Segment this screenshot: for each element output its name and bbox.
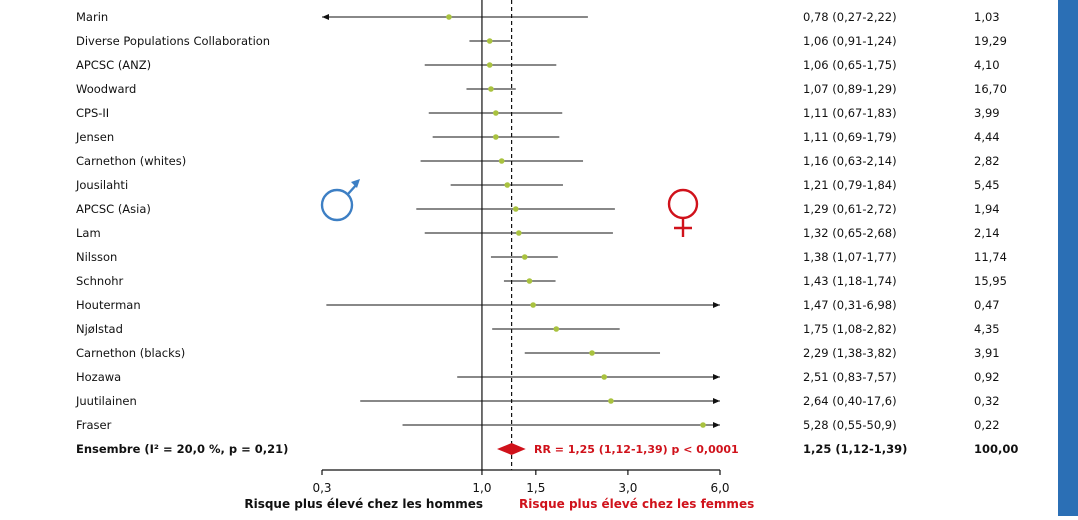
x-tick-label: 6,0 [710,481,729,495]
point-estimate [530,302,536,308]
weight-value: 5,45 [974,178,1000,192]
study-name: Jousilahti [75,178,128,192]
weight-value: 4,10 [974,58,1000,72]
study-name: Njølstad [76,322,123,336]
weight-value: 16,70 [974,82,1007,96]
weight-value: 3,91 [974,346,1000,360]
point-estimate [486,38,493,44]
rr-ci-value: 2,64 (0,40-17,6) [803,394,897,408]
weight-value: 3,99 [974,106,1000,120]
study-name: Juutilainen [75,394,137,408]
rr-ci-value: 2,51 (0,83-7,57) [803,370,897,384]
study-name: Woodward [76,82,136,96]
x-tick-label: 1,0 [472,481,491,495]
weight-value: 4,35 [974,322,1000,336]
study-name: Schnohr [76,274,124,288]
rr-ci-value: 1,43 (1,18-1,74) [803,274,897,288]
study-name: CPS-II [76,106,109,120]
rr-ci-value: 1,06 (0,91-1,24) [803,34,897,48]
study-name: Carnethon (whites) [76,154,186,168]
weight-value: 2,14 [974,226,1000,240]
male-symbol-icon [320,179,360,222]
right-edge-band [1058,0,1078,516]
rr-ci-value: 1,07 (0,89-1,29) [803,82,897,96]
study-name: APCSC (ANZ) [76,58,151,72]
point-estimate [493,134,499,140]
weight-value: 1,94 [974,202,1000,216]
summary-diamond [497,443,526,455]
ci-arrow-right [713,422,720,428]
point-estimate [488,86,494,92]
overall-annotation: RR = 1,25 (1,12-1,39) p < 0,0001 [534,443,739,456]
ci-arrow-right [713,374,720,380]
study-name: Hozawa [76,370,121,384]
rr-ci-value: 1,29 (0,61-2,72) [803,202,897,216]
xlabel-men: Risque plus élevé chez les hommes [244,497,483,511]
ci-arrow-left [322,14,329,20]
overall-weight: 100,00 [974,442,1018,456]
rr-ci-value: 1,06 (0,65-1,75) [803,58,897,72]
point-estimate [516,230,522,236]
ci-arrow-right [713,302,720,308]
point-estimate [521,254,528,260]
rr-ci-value: 1,75 (1,08-2,82) [803,322,897,336]
study-name: Marin [76,10,108,24]
xlabel-women: Risque plus élevé chez les femmes [519,497,754,511]
weight-value: 1,03 [974,10,1000,24]
study-name: Houterman [76,298,141,312]
study-name: Lam [76,226,101,240]
study-name: Nilsson [76,250,117,264]
point-estimate [504,182,511,188]
rr-ci-value: 1,21 (0,79-1,84) [803,178,897,192]
x-tick-label: 3,0 [618,481,637,495]
point-estimate [446,14,452,20]
x-tick-label: 1,5 [526,481,545,495]
weight-value: 2,82 [974,154,1000,168]
weight-value: 4,44 [974,130,1000,144]
point-estimate [486,62,493,68]
study-name: Diverse Populations Collaboration [76,34,270,48]
weight-value: 11,74 [974,250,1007,264]
overall-rr-ci: 1,25 (1,12-1,39) [803,442,907,456]
point-estimate [700,422,706,428]
female-symbol-icon [667,188,699,237]
point-estimate [553,326,560,332]
point-estimate [493,110,499,116]
weight-value: 0,32 [974,394,1000,408]
point-estimate [601,374,608,380]
rr-ci-value: 5,28 (0,55-50,9) [803,418,897,432]
rr-ci-value: 1,32 (0,65-2,68) [803,226,897,240]
weight-value: 15,95 [974,274,1007,288]
study-name: APCSC (Asia) [76,202,151,216]
study-name: Jensen [75,130,114,144]
weight-value: 0,47 [974,298,1000,312]
rr-ci-value: 0,78 (0,27-2,22) [803,10,897,24]
study-name: Carnethon (blacks) [76,346,185,360]
weight-value: 19,29 [974,34,1007,48]
ci-arrow-right [713,398,720,404]
rr-ci-value: 1,11 (0,69-1,79) [803,130,897,144]
rr-ci-value: 2,29 (1,38-3,82) [803,346,897,360]
point-estimate [589,350,595,356]
study-name: Fraser [76,418,112,432]
point-estimate [512,206,519,212]
x-tick-label: 0,3 [312,481,331,495]
rr-ci-value: 1,47 (0,31-6,98) [803,298,897,312]
rr-ci-value: 1,38 (1,07-1,77) [803,250,897,264]
weight-value: 0,92 [974,370,1000,384]
point-estimate [608,398,614,404]
point-estimate [526,278,533,284]
overall-label: Ensembre (I² = 20,0 %, p = 0,21) [76,442,288,456]
rr-ci-value: 1,11 (0,67-1,83) [803,106,897,120]
point-estimate [498,158,505,164]
rr-ci-value: 1,16 (0,63-2,14) [803,154,897,168]
weight-value: 0,22 [974,418,1000,432]
